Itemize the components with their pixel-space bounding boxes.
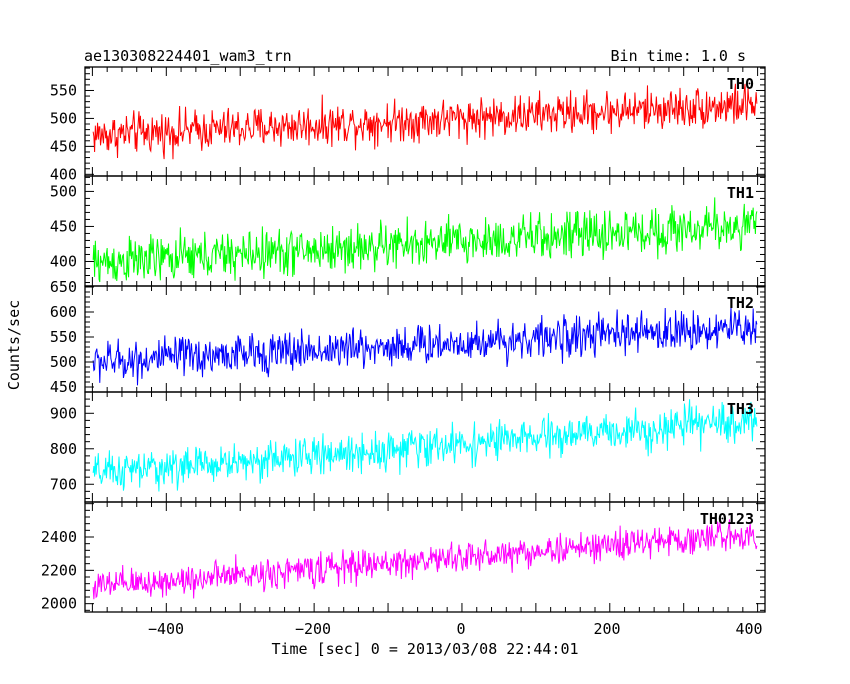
x-tick-label: −400 [148,620,184,638]
y-tick-label: 400 [50,252,77,270]
series-line-th0123 [92,519,758,600]
series-line-th3 [92,399,758,492]
panels-group: 400 450 500 550 TH0 400 450 500 TH1 450 500 550 600 6… [41,66,766,613]
y-tick-label: 600 [50,303,77,321]
series-line-th1 [92,197,758,283]
y-tick-label: 450 [50,378,77,396]
panel-th0: 400 450 500 550 TH0 [50,66,766,183]
y-tick-label: 700 [50,475,77,493]
panel-frame [84,501,766,613]
panel-label-th2: TH2 [727,294,754,312]
y-tick-label: 450 [50,137,77,155]
panel-label-th3: TH3 [727,400,754,418]
y-tick-label: 550 [50,81,77,99]
y-tick-label: 900 [50,404,77,422]
y-tick-label: 500 [50,109,77,127]
panel-label-th0: TH0 [727,75,754,93]
series-line-th2 [92,307,758,386]
observation-id: ae130308224401_wam3_trn [84,47,292,65]
y-tick-label: 2400 [41,528,77,546]
panel-th3: 700 800 900 TH3 [50,391,766,503]
x-tick-label: −200 [295,620,331,638]
panel-th1: 400 450 500 TH1 [50,175,766,287]
y-tick-label: 550 [50,328,77,346]
panel-th0123: 2000 2200 2400 TH0123 [41,501,766,613]
y-tick-label: 500 [50,353,77,371]
y-tick-label: 2000 [41,595,77,613]
y-tick-label: 400 [50,165,77,183]
y-tick-label: 800 [50,440,77,458]
series-line-th0 [92,83,758,160]
x-tick-label: 200 [593,620,620,638]
panel-th2: 450 500 550 600 650 TH2 [50,278,766,396]
y-tick-label: 500 [50,182,77,200]
y-tick-label: 650 [50,278,77,296]
y-tick-label: 2200 [41,561,77,579]
x-tick-label: 0 [456,620,465,638]
bin-time: Bin time: 1.0 s [611,47,746,65]
x-axis-title: Time [sec] 0 = 2013/03/08 22:44:01 [271,640,578,658]
panel-label-th0123: TH0123 [700,510,754,528]
panel-label-th1: TH1 [727,184,754,202]
y-tick-label: 450 [50,217,77,235]
y-axis-title: Counts/sec [5,300,23,390]
x-tick-label: 400 [735,620,762,638]
